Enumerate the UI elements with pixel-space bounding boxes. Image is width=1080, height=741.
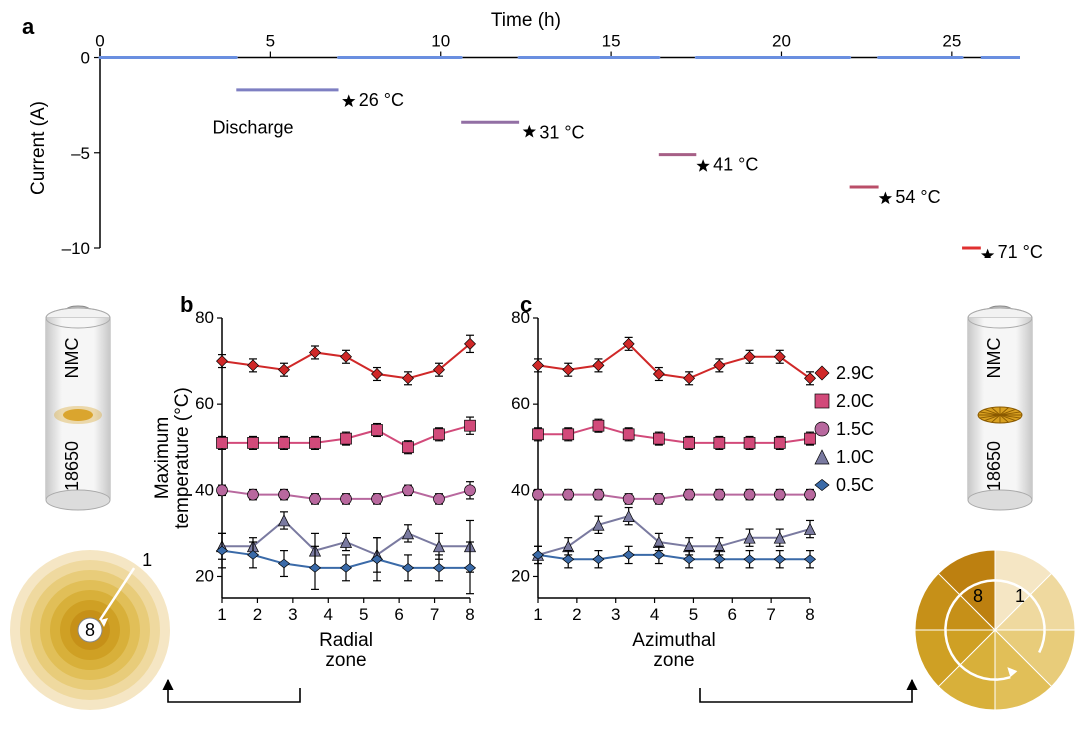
svg-text:2.0C: 2.0C bbox=[836, 391, 874, 411]
svg-text:7: 7 bbox=[430, 605, 439, 624]
svg-text:5: 5 bbox=[689, 605, 698, 624]
svg-text:41 °C: 41 °C bbox=[713, 155, 758, 175]
svg-text:1.0C: 1.0C bbox=[836, 447, 874, 467]
svg-text:–5: –5 bbox=[71, 144, 90, 163]
svg-text:0: 0 bbox=[95, 32, 104, 51]
svg-text:8: 8 bbox=[85, 620, 95, 640]
svg-text:26 °C: 26 °C bbox=[359, 90, 404, 110]
svg-text:Discharge: Discharge bbox=[212, 118, 293, 138]
svg-text:3: 3 bbox=[288, 605, 297, 624]
svg-text:zone: zone bbox=[325, 650, 366, 671]
svg-text:0.5C: 0.5C bbox=[836, 475, 874, 495]
svg-text:8: 8 bbox=[805, 605, 814, 624]
svg-text:20: 20 bbox=[511, 566, 530, 585]
svg-text:10: 10 bbox=[431, 32, 450, 51]
svg-text:8: 8 bbox=[973, 586, 983, 606]
svg-text:18650: 18650 bbox=[62, 441, 82, 491]
svg-text:zone: zone bbox=[653, 650, 694, 671]
svg-text:1.5C: 1.5C bbox=[836, 419, 874, 439]
svg-text:60: 60 bbox=[195, 394, 214, 413]
svg-text:4: 4 bbox=[324, 605, 333, 624]
svg-text:Azimuthal: Azimuthal bbox=[632, 630, 715, 651]
azimuthal-zone-disc: 81 bbox=[910, 540, 1080, 720]
svg-text:40: 40 bbox=[511, 480, 530, 499]
svg-text:1: 1 bbox=[1015, 586, 1025, 606]
svg-text:3: 3 bbox=[611, 605, 620, 624]
svg-text:2.9C: 2.9C bbox=[836, 363, 874, 383]
svg-text:18650: 18650 bbox=[984, 441, 1004, 491]
panel-c-chart: 20 40 60 80 1 2 3 4 5 6 7 8 Azimuthalzone bbox=[490, 300, 820, 690]
svg-text:5: 5 bbox=[266, 32, 275, 51]
svg-text:1: 1 bbox=[533, 605, 542, 624]
svg-text:temperature (°C): temperature (°C) bbox=[172, 387, 193, 529]
panel-b-chart: 20 40 60 80 1 2 3 4 5 6 7 8 Radialzone Maximumtempera… bbox=[150, 300, 480, 690]
svg-text:25: 25 bbox=[942, 32, 961, 51]
battery-right: NMC 18650 bbox=[940, 290, 1060, 540]
battery-left: NMC 18650 bbox=[18, 290, 138, 540]
svg-text:0: 0 bbox=[81, 49, 90, 68]
svg-text:7: 7 bbox=[766, 605, 775, 624]
svg-text:40: 40 bbox=[195, 480, 214, 499]
svg-text:54 °C: 54 °C bbox=[895, 187, 940, 207]
svg-text:20: 20 bbox=[772, 32, 791, 51]
svg-text:Radial: Radial bbox=[319, 630, 373, 651]
svg-text:–10: –10 bbox=[62, 239, 90, 258]
svg-text:2: 2 bbox=[253, 605, 262, 624]
svg-text:15: 15 bbox=[602, 32, 621, 51]
svg-text:Current (A): Current (A) bbox=[28, 101, 49, 195]
panel-a-chart: 0 5 10 15 20 25 Time (h) 0 –5 –10 Current (A) 26 °C… bbox=[20, 8, 1060, 258]
svg-text:Time (h): Time (h) bbox=[491, 10, 561, 31]
svg-text:6: 6 bbox=[728, 605, 737, 624]
svg-text:80: 80 bbox=[195, 308, 214, 327]
svg-text:2: 2 bbox=[572, 605, 581, 624]
svg-text:5: 5 bbox=[359, 605, 368, 624]
legend: 2.9C 2.0C 1.5C 1.0C 0.5C bbox=[808, 355, 928, 525]
svg-text:8: 8 bbox=[465, 605, 474, 624]
svg-text:NMC: NMC bbox=[984, 338, 1004, 379]
svg-text:71 °C: 71 °C bbox=[998, 242, 1043, 258]
svg-text:4: 4 bbox=[650, 605, 659, 624]
svg-text:NMC: NMC bbox=[62, 338, 82, 379]
svg-text:31 °C: 31 °C bbox=[539, 122, 584, 142]
svg-text:1: 1 bbox=[217, 605, 226, 624]
svg-text:6: 6 bbox=[394, 605, 403, 624]
svg-text:Maximum: Maximum bbox=[152, 417, 173, 499]
svg-text:20: 20 bbox=[195, 566, 214, 585]
svg-text:60: 60 bbox=[511, 394, 530, 413]
svg-text:80: 80 bbox=[511, 308, 530, 327]
